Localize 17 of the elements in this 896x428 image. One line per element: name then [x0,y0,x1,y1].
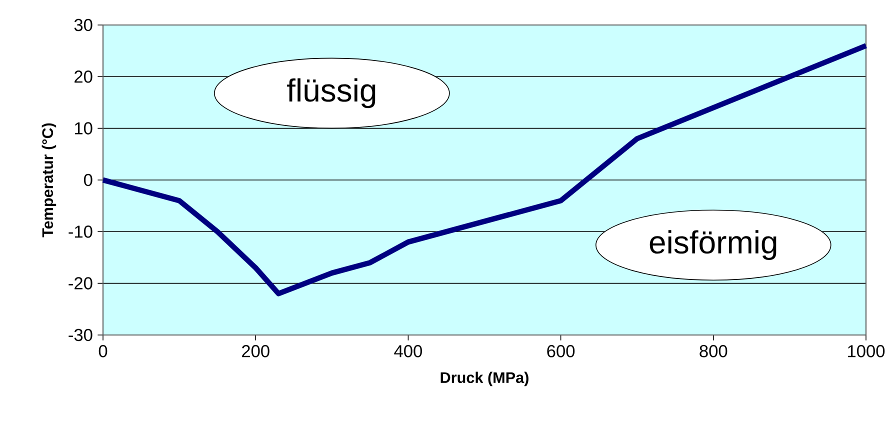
annotation: eisförmig [650,230,776,260]
x-tick-label: 600 [547,345,575,358]
y-tick-label: -10 [68,226,92,238]
y-tick-label: 10 [75,122,92,134]
y-tick-label: -20 [68,277,92,290]
x-tick-label: 400 [394,345,422,358]
y-tick-label: 30 [74,18,92,32]
y-tick-label: 20 [74,70,92,83]
x-tick-label: 0 [98,345,108,358]
x-tick-label: 1000 [848,345,885,358]
x-axis-title: Druck (MPa) [440,372,528,386]
y-tick-label: 0 [84,174,92,186]
y-tick-label: -30 [68,328,92,342]
annotation: flüssig [287,78,376,108]
x-tick-label: 800 [700,345,728,358]
y-axis-title: Temperatur (°C) [42,123,56,238]
x-tick-label: 200 [242,345,270,358]
